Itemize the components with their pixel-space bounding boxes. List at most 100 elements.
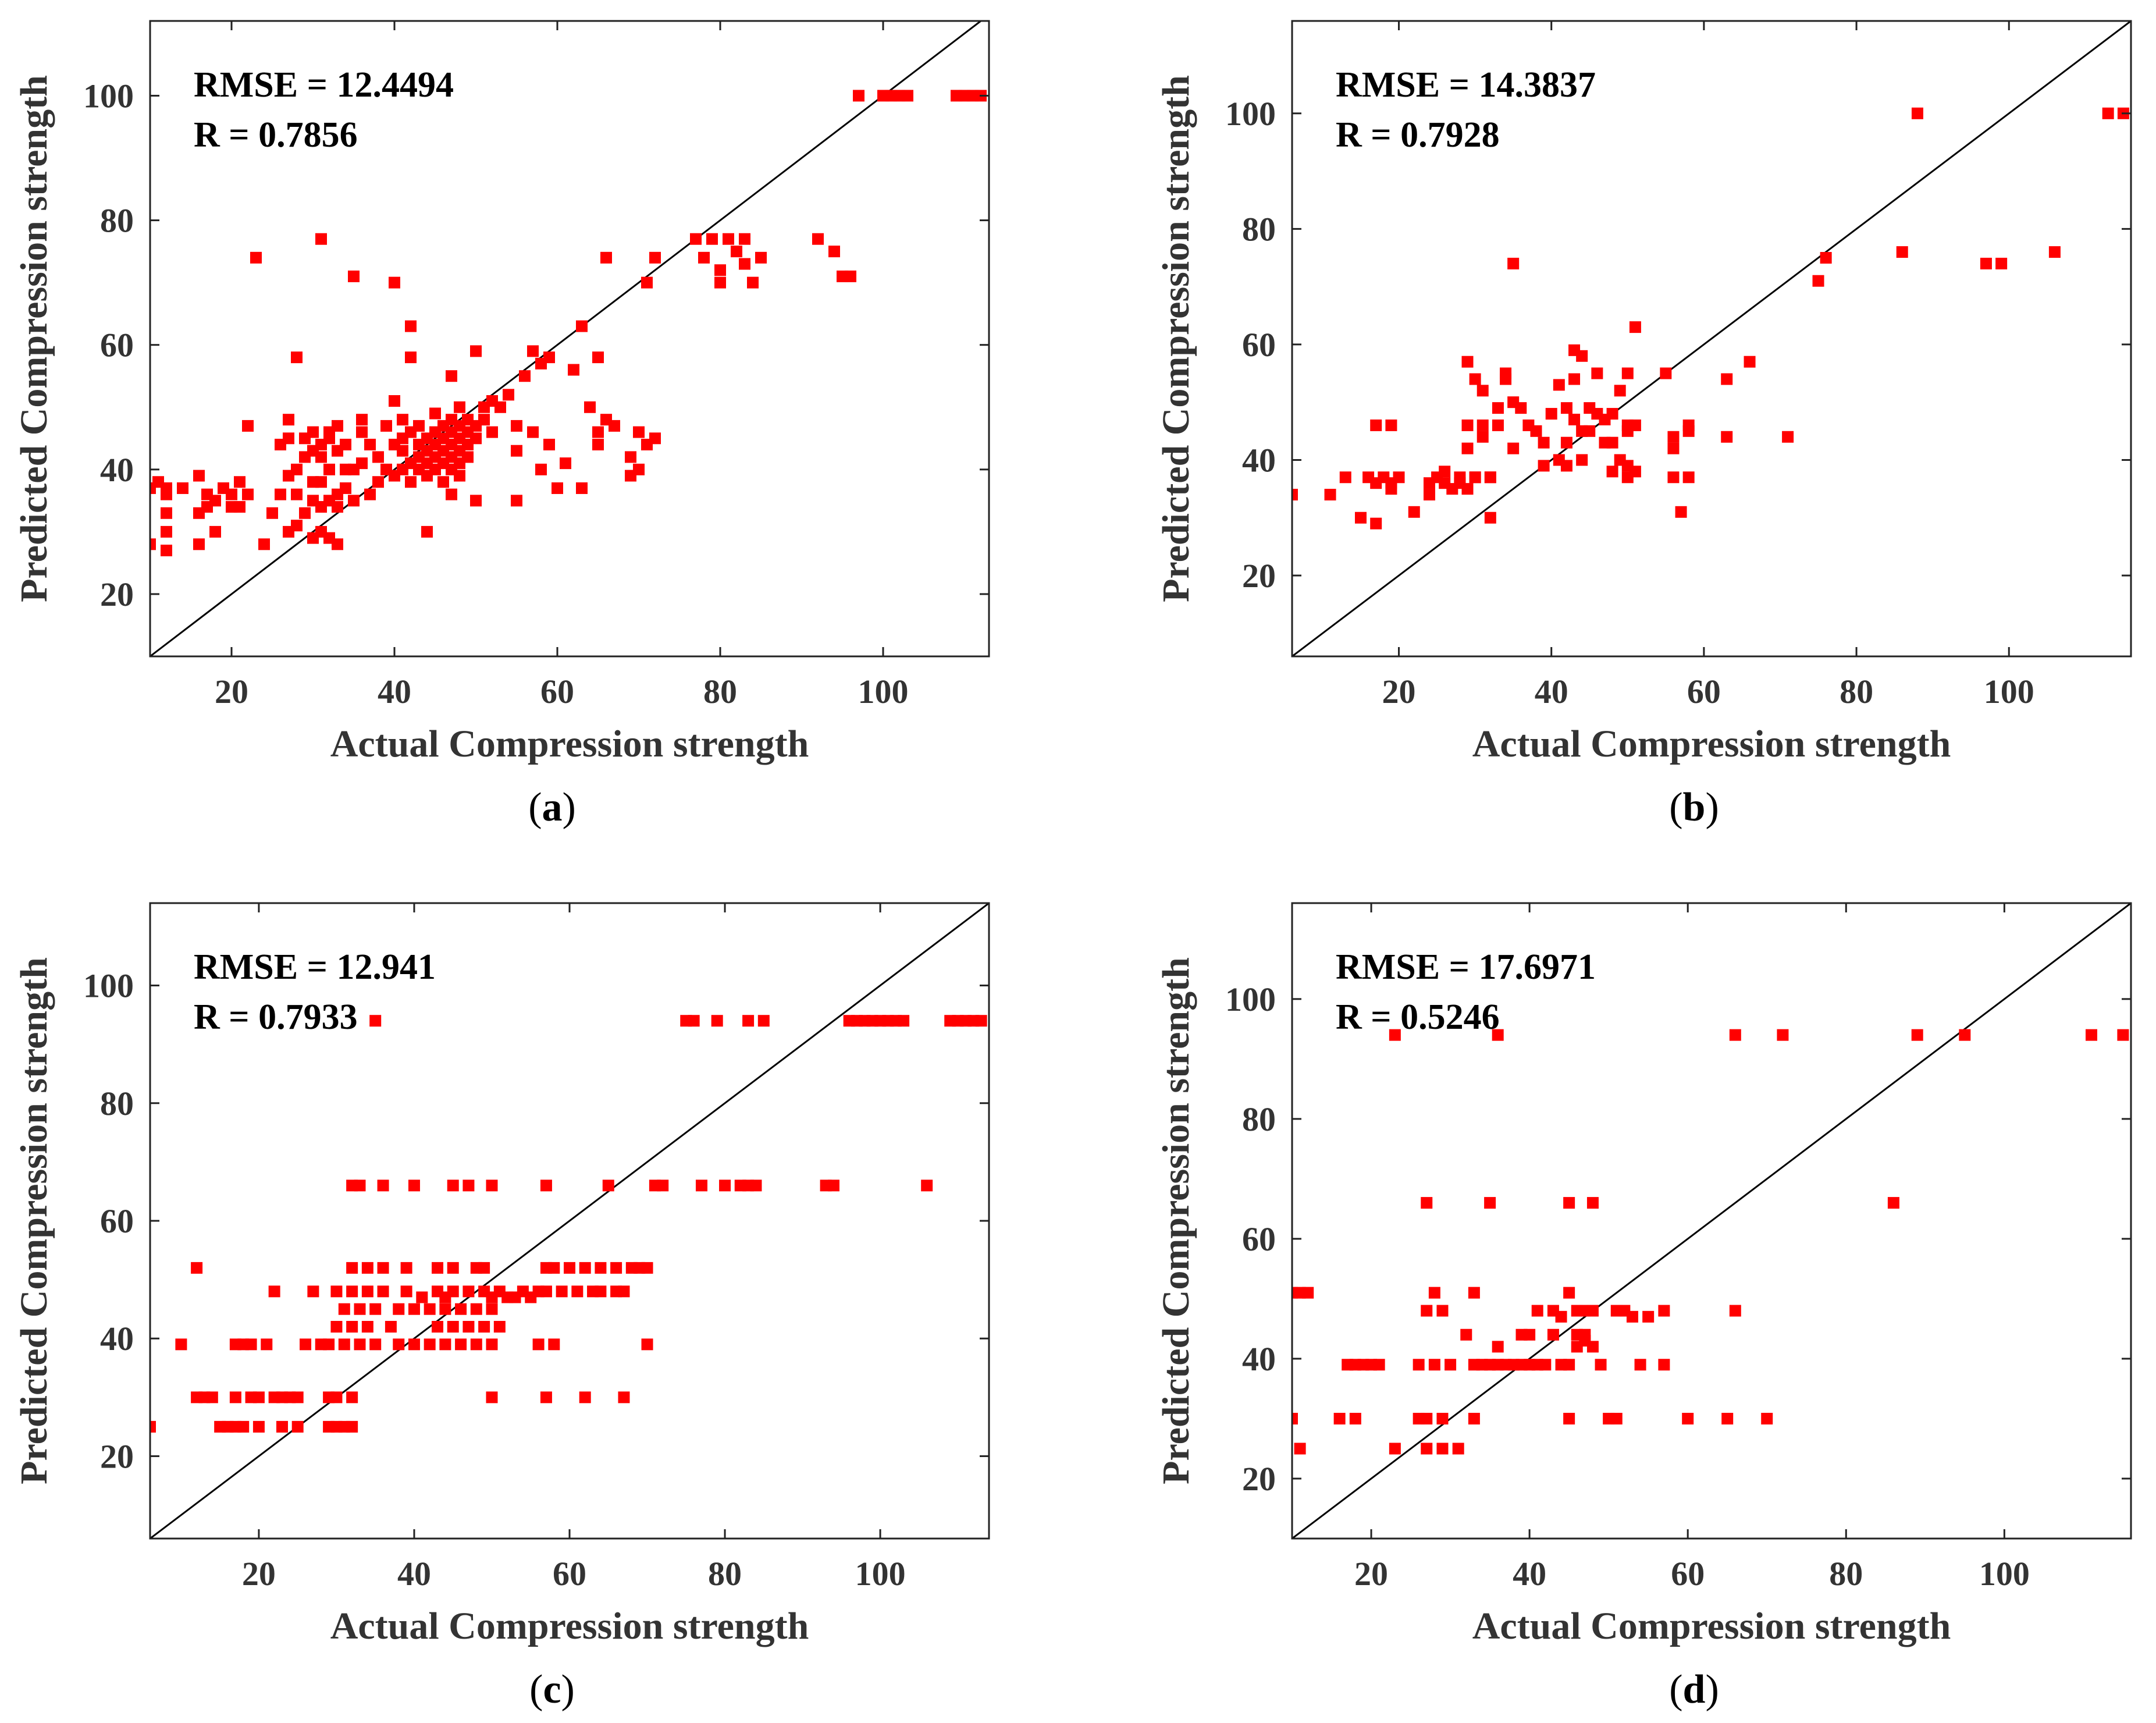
x-axis-title: Actual Compression strength — [1472, 1605, 1951, 1647]
data-point — [1658, 1305, 1670, 1317]
data-points — [150, 1015, 987, 1433]
data-point — [1477, 431, 1489, 443]
data-point — [361, 1321, 373, 1333]
data-point — [1469, 471, 1481, 484]
r-annotation: R = 0.5246 — [1336, 997, 1500, 1037]
y-axis-title: Predicted Compression strength — [13, 957, 55, 1484]
data-point — [827, 1180, 839, 1192]
data-point — [1595, 1359, 1607, 1371]
y-tick-label: 40 — [1242, 441, 1276, 479]
data-point — [338, 1338, 350, 1351]
scatter-panel-c: 20 40 60 80 100 20 40 60 80 100 Actual Compression… — [13, 902, 990, 1712]
data-point — [1553, 379, 1565, 391]
data-point — [150, 482, 156, 494]
x-tick-label: 80 — [703, 673, 737, 710]
panel-caption: (b) — [1669, 785, 1719, 830]
data-point — [812, 233, 824, 245]
y-tick-label: 100 — [83, 77, 134, 115]
data-point — [1606, 466, 1618, 478]
data-point — [364, 488, 376, 500]
data-point — [416, 1291, 428, 1303]
data-point — [454, 470, 465, 482]
data-point — [690, 233, 702, 245]
data-point — [1531, 1305, 1543, 1317]
data-point — [1452, 1443, 1464, 1455]
data-point — [1423, 489, 1435, 501]
data-point — [315, 233, 327, 245]
axes-box — [1291, 902, 2132, 1540]
data-point — [252, 1391, 265, 1404]
data-point — [1629, 419, 1641, 431]
data-point — [556, 1285, 568, 1298]
data-point — [346, 1420, 358, 1433]
data-point — [750, 1180, 762, 1192]
data-point — [393, 1303, 405, 1315]
data-point — [1492, 1029, 1504, 1041]
data-point — [291, 488, 303, 500]
data-point — [1563, 1412, 1575, 1424]
data-point — [323, 1338, 335, 1351]
data-point — [714, 264, 726, 276]
data-point — [552, 482, 563, 494]
data-point — [610, 1262, 622, 1274]
data-point — [1980, 257, 1992, 269]
data-point — [446, 370, 457, 382]
data-point — [1911, 107, 1923, 119]
data-point — [618, 1391, 630, 1404]
data-point — [340, 439, 351, 450]
data-point — [455, 1303, 467, 1315]
data-point — [649, 432, 661, 445]
data-point — [252, 1420, 265, 1433]
y-tick-label: 60 — [1242, 326, 1276, 364]
data-point — [377, 1262, 389, 1274]
data-point — [315, 451, 327, 463]
data-points — [1292, 1029, 2129, 1455]
data-point — [330, 1321, 343, 1333]
data-point — [1547, 1328, 1559, 1341]
data-point — [1492, 1341, 1504, 1353]
data-point — [1484, 1197, 1496, 1209]
data-point — [1492, 402, 1504, 414]
data-point — [1995, 257, 2008, 269]
data-point — [1667, 431, 1680, 443]
data-point — [408, 1303, 420, 1315]
data-point — [828, 246, 840, 258]
data-point — [389, 276, 400, 289]
data-point — [470, 495, 482, 507]
data-point — [1524, 1328, 1536, 1341]
data-point — [258, 538, 270, 550]
data-point — [1492, 419, 1504, 431]
data-point — [330, 1285, 343, 1298]
scatter-panel-b: 20 40 60 80 100 20 40 60 80 100 Actual Compression… — [1155, 20, 2132, 830]
data-point — [369, 1338, 382, 1351]
data-point — [571, 1285, 584, 1298]
data-point — [1563, 1359, 1575, 1371]
caption-close-paren: ) — [1705, 1667, 1719, 1712]
data-point — [161, 545, 172, 556]
caption-close-paren: ) — [1705, 785, 1719, 830]
data-point — [755, 251, 767, 264]
data-point — [609, 420, 620, 432]
data-point — [1349, 1412, 1361, 1424]
data-point — [602, 1180, 614, 1192]
data-point — [2085, 1029, 2097, 1041]
data-point — [1777, 1029, 1789, 1041]
data-point — [291, 1391, 304, 1404]
data-point — [1445, 1359, 1457, 1371]
data-point — [568, 364, 579, 376]
data-point — [291, 463, 303, 475]
data-point — [1436, 1443, 1449, 1455]
data-point — [361, 1285, 373, 1298]
data-point — [1959, 1029, 1971, 1041]
data-point — [688, 1015, 700, 1027]
data-point — [150, 538, 156, 550]
data-point — [332, 420, 343, 432]
data-point — [633, 426, 645, 438]
data-point — [266, 507, 278, 519]
data-point — [369, 1015, 382, 1027]
data-point — [1539, 1359, 1552, 1371]
data-point — [1586, 1197, 1599, 1209]
caption-open-paren: ( — [529, 1667, 543, 1712]
data-point — [742, 1015, 755, 1027]
data-point — [1484, 471, 1496, 484]
